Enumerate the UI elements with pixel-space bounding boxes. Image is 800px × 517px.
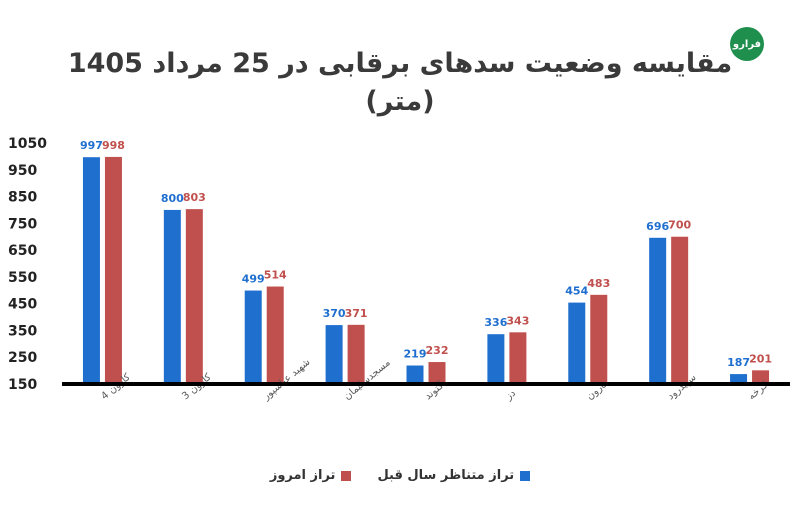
brand-logo: فرارو xyxy=(730,27,764,61)
data-label: 800 xyxy=(161,192,184,205)
data-label: 696 xyxy=(646,220,669,233)
y-tick-label: 450 xyxy=(8,297,37,313)
y-tick-label: 550 xyxy=(8,270,37,286)
chart-title: مقایسه وضعیت سدهای برقابی در 25 مرداد 14… xyxy=(67,48,733,79)
data-label: 803 xyxy=(183,191,206,204)
data-label: 232 xyxy=(426,344,449,357)
data-label: 219 xyxy=(404,348,427,361)
bar xyxy=(185,209,203,384)
y-tick-label: 650 xyxy=(8,243,37,259)
bar xyxy=(428,362,446,384)
data-label: 201 xyxy=(749,352,772,365)
legend-item-previous: تراز متناظر سال قبل xyxy=(377,468,531,483)
legend-label-previous: تراز متناظر سال قبل xyxy=(377,468,515,483)
y-tick-label: 350 xyxy=(8,323,37,339)
y-tick-label: 1050 xyxy=(8,136,47,152)
legend-swatch-previous xyxy=(520,470,531,481)
bar xyxy=(244,290,262,384)
x-tick-label: دز xyxy=(503,388,518,403)
data-label: 998 xyxy=(102,139,125,152)
bar xyxy=(590,294,608,384)
bar xyxy=(568,302,586,384)
data-label: 336 xyxy=(484,316,507,329)
y-tick-label: 850 xyxy=(8,190,37,206)
y-tick-label: 250 xyxy=(8,350,37,366)
bar xyxy=(649,237,667,384)
legend: تراز متناظر سال قبل تراز امروز xyxy=(0,468,800,483)
data-label: 700 xyxy=(668,219,691,232)
y-tick-label: 750 xyxy=(8,216,37,232)
data-label: 370 xyxy=(323,307,346,320)
bar xyxy=(163,209,181,384)
legend-swatch-today xyxy=(341,470,352,481)
bar xyxy=(671,236,689,384)
bar xyxy=(104,156,122,384)
bar xyxy=(325,325,343,384)
legend-label-today: تراز امروز xyxy=(269,468,336,483)
bar xyxy=(487,334,505,384)
data-label: 187 xyxy=(727,356,750,369)
data-label: 514 xyxy=(264,269,287,282)
bar xyxy=(266,286,284,384)
bar xyxy=(406,365,424,384)
data-label: 343 xyxy=(506,314,529,327)
data-label: 371 xyxy=(345,307,368,320)
bar xyxy=(347,324,365,384)
legend-item-today: تراز امروز xyxy=(270,468,352,483)
y-tick-label: 150 xyxy=(8,377,37,393)
data-label: 997 xyxy=(80,139,103,152)
bar xyxy=(752,370,770,384)
data-label: 454 xyxy=(565,285,588,298)
chart-subtitle: (متر) xyxy=(365,86,435,117)
data-label: 499 xyxy=(242,273,265,286)
data-label: 483 xyxy=(587,277,610,290)
bar xyxy=(82,157,100,384)
y-tick-label: 950 xyxy=(8,163,37,179)
bar xyxy=(730,374,748,384)
bar xyxy=(509,332,527,384)
